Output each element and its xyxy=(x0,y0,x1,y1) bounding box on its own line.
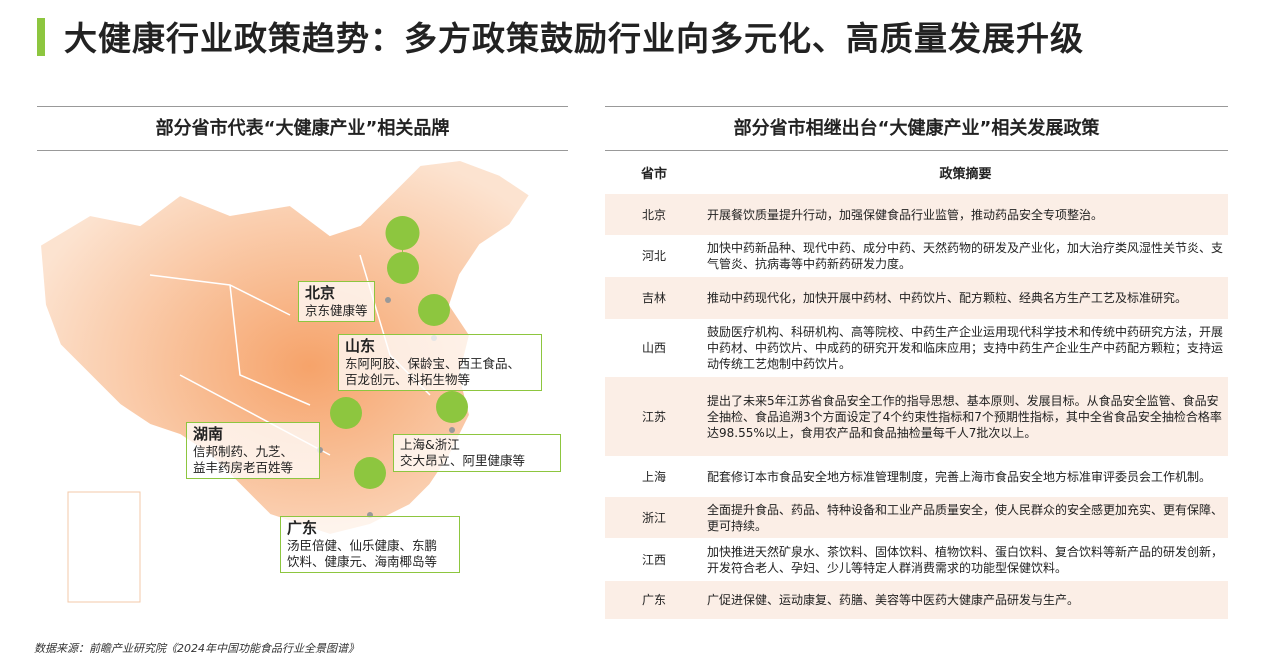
table-row: 江苏 提出了未来5年江苏省食品安全工作的指导思想、基本原则、发展目标。从食品安全监… xyxy=(605,377,1228,456)
table-row: 浙江 全面提升食品、药品、特种设备和工业产品质量安全，使人民群众的安全感更加充实、… xyxy=(605,497,1228,538)
text: 汤臣倍健、仙乐健康、东鹏 xyxy=(287,538,438,553)
text: 百龙创元、科拓生物等 xyxy=(345,372,471,387)
policy-cell: 推动中药现代化，加快开展中药材、中药饮片、配方颗粒、经典名方生产工艺及标准研究。 xyxy=(703,277,1228,319)
province-cell: 北京 xyxy=(605,194,703,235)
source-note: 数据来源：前瞻产业研究院《2024年中国功能食品行业全景图谱》 xyxy=(34,642,359,655)
table-row: 山西 鼓励医疗机构、科研机构、高等院校、中药生产企业运用现代科学技术和传统中药研究… xyxy=(605,319,1228,377)
column-header: 政策摘要 xyxy=(939,166,992,182)
province-cell: 上海 xyxy=(641,469,666,484)
text: 北京 xyxy=(305,284,336,302)
policy-cell: 配套修订本市食品安全地方标准管理制度，完善上海市食品安全地方标准审评委员会工作机… xyxy=(707,469,1212,484)
table-row: 广东 广促进保健、运动康复、药膳、美容等中医药大健康产品研发与生产。 xyxy=(605,581,1228,619)
policy-cell: 鼓励医疗机构、科研机构、高等院校、中药生产企业运用现代科学技术和传统中药研究方法… xyxy=(707,325,1224,371)
text: 广东 xyxy=(287,519,318,537)
text: 饮料、健康元、海南椰岛等 xyxy=(287,554,438,569)
panel-title: 部分省市代表“大健康产业”相关品牌 xyxy=(37,106,568,151)
text: 交大昂立、阿里健康等 xyxy=(400,453,526,468)
policy-cell: 加快中药新品种、现代中药、成分中药、天然药物的研发及产业化，加大治疗类风湿性关节… xyxy=(707,241,1224,271)
text: 山东 xyxy=(345,337,376,355)
pins xyxy=(330,216,468,489)
province-cell: 浙江 xyxy=(605,497,703,538)
table-row: 江西 加快推进天然矿泉水、茶饮料、固体饮料、植物饮料、蛋白饮料、复合饮料等新产品的… xyxy=(605,538,1228,581)
policy-cell: 提出了未来5年江苏省食品安全工作的指导思想、基本原则、发展目标。从食品安全监管、… xyxy=(703,377,1228,456)
callout: 山东 东阿阿胶、保龄宝、西王食品、 百龙创元、科拓生物等 xyxy=(338,334,542,391)
province-cell: 吉林 xyxy=(605,277,703,319)
callout: 湖南 信邦制药、九芝、 益丰药房老百姓等 xyxy=(186,422,320,479)
policy-table: 省市 政策摘要 北京 开展餐饮质量提升行动，加强保健食品行业监管，推动药品安全专项整… xyxy=(605,150,1228,619)
province-cell: 江西 xyxy=(641,552,666,567)
text: 东阿阿胶、保龄宝、西王食品、 xyxy=(345,356,521,371)
table-row: 吉林 推动中药现代化，加快开展中药材、中药饮片、配方颗粒、经典名方生产工艺及标准研… xyxy=(605,277,1228,319)
province-cell: 广东 xyxy=(605,581,703,619)
text: 益丰药房老百姓等 xyxy=(193,460,294,475)
province-cell: 山西 xyxy=(641,341,666,355)
province-cell: 河北 xyxy=(641,249,666,263)
callout: 广东 汤臣倍健、仙乐健康、东鹏 饮料、健康元、海南椰岛等 xyxy=(280,516,460,573)
column-header: 省市 xyxy=(640,166,667,182)
text: 京东健康等 xyxy=(305,303,368,318)
province-cell: 江苏 xyxy=(605,377,703,456)
text: 上海&浙江 xyxy=(400,437,460,452)
callout: 上海&浙江 交大昂立、阿里健康等 xyxy=(393,434,561,472)
page-title: 大健康行业政策趋势：多方政策鼓励行业向多元化、高质量发展升级 xyxy=(64,19,1084,58)
text: 信邦制药、九芝、 xyxy=(193,444,294,459)
policy-cell: 全面提升食品、药品、特种设备和工业产品质量安全，使人民群众的安全感更加充实、更有… xyxy=(703,497,1228,538)
policy-cell: 广促进保健、运动康复、药膳、美容等中医药大健康产品研发与生产。 xyxy=(703,581,1228,619)
panel-title: 部分省市相继出台“大健康产业”相关发展政策 xyxy=(605,106,1228,151)
accent-bar xyxy=(37,18,45,56)
table-row: 上海 配套修订本市食品安全地方标准管理制度，完善上海市食品安全地方标准审评委员会工… xyxy=(605,456,1228,497)
province-borders xyxy=(149,254,431,456)
policy-cell: 加快推进天然矿泉水、茶饮料、固体饮料、植物饮料、蛋白饮料、复合饮料等新产品的研发… xyxy=(707,544,1224,575)
table-row: 河北 加快中药新品种、现代中药、成分中药、天然药物的研发及产业化，加大治疗类风湿性… xyxy=(605,235,1228,277)
inset-map xyxy=(67,491,141,603)
text: 湖南 xyxy=(193,425,224,443)
policy-cell: 开展餐饮质量提升行动，加强保健食品行业监管，推动药品安全专项整治。 xyxy=(703,194,1228,235)
callout: 北京 京东健康等 xyxy=(298,281,375,322)
table-row: 北京 开展餐饮质量提升行动，加强保健食品行业监管，推动药品安全专项整治。 xyxy=(605,194,1228,235)
